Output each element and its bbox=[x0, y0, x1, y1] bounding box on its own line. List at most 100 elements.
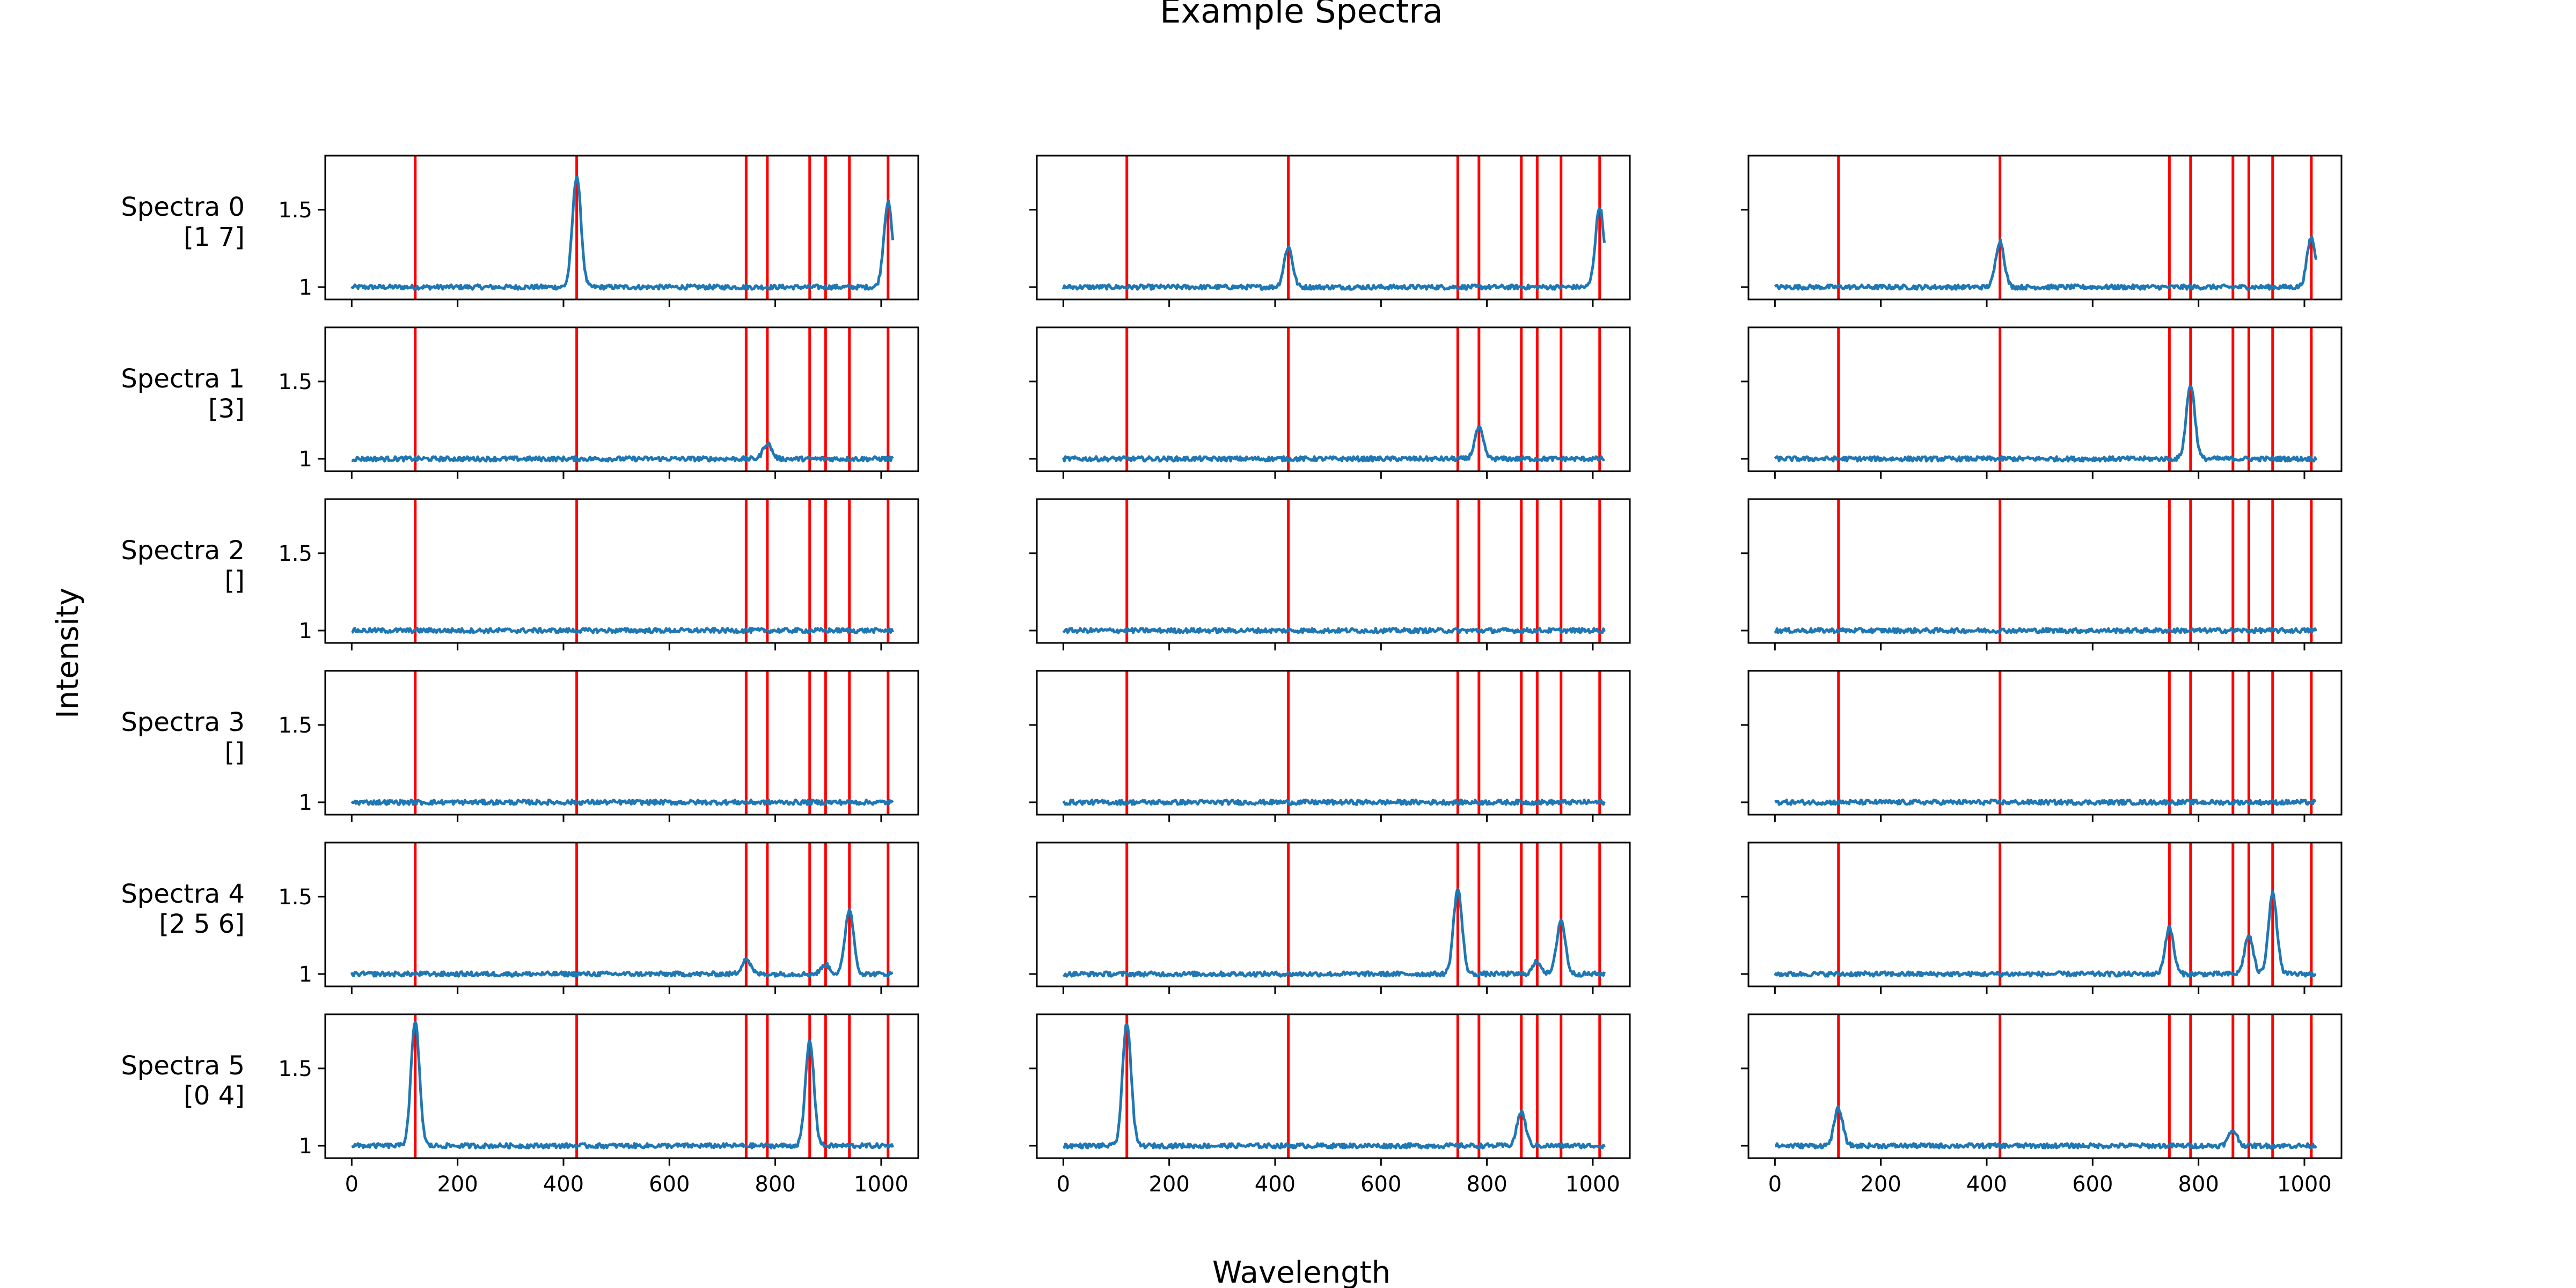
row-class-label: [] bbox=[225, 737, 245, 767]
y-tick-label: 1 bbox=[299, 619, 312, 643]
x-tick-label: 600 bbox=[2072, 1172, 2113, 1197]
spectrum-line bbox=[350, 175, 895, 291]
y-tick-label: 1.5 bbox=[278, 370, 312, 394]
y-tick-label: 1.5 bbox=[278, 713, 312, 738]
x-axis-label: Wavelength bbox=[1212, 1255, 1391, 1288]
row-label: Spectra 1 bbox=[121, 364, 245, 394]
spectrum-line bbox=[1063, 1023, 1606, 1150]
y-tick-label: 1 bbox=[299, 275, 312, 300]
axes-frame bbox=[1036, 1013, 1631, 1159]
subplot-panel: 11.5 bbox=[278, 326, 919, 479]
spectrum-line bbox=[1774, 799, 2317, 806]
y-tick-label: 1 bbox=[299, 962, 312, 987]
x-tick-label: 1000 bbox=[854, 1172, 909, 1197]
y-tick-label: 1.5 bbox=[278, 885, 312, 910]
spectrum-line bbox=[350, 908, 894, 978]
x-tick-label: 400 bbox=[1966, 1172, 2007, 1197]
spectrum-line bbox=[1774, 627, 2317, 634]
y-tick-label: 1 bbox=[299, 1134, 312, 1159]
row-label: Spectra 0 bbox=[121, 192, 245, 222]
subplot-panel bbox=[1741, 841, 2343, 994]
axes-frame bbox=[1036, 841, 1631, 987]
axes-frame bbox=[324, 1013, 919, 1159]
y-tick-label: 1 bbox=[299, 447, 312, 472]
subplot-panel bbox=[1029, 498, 1631, 650]
spectrum-line bbox=[1062, 888, 1606, 978]
row-class-label: [2 5 6] bbox=[159, 909, 245, 939]
y-tick-label: 1.5 bbox=[278, 1057, 312, 1081]
x-tick-label: 800 bbox=[755, 1172, 795, 1197]
spectrum-line bbox=[1062, 799, 1606, 806]
axes-frame bbox=[324, 326, 919, 472]
x-tick-label: 0 bbox=[1768, 1172, 1782, 1197]
row-class-label: [3] bbox=[208, 394, 245, 424]
axes-frame bbox=[324, 498, 919, 644]
row-label: Spectra 5 bbox=[121, 1051, 245, 1081]
subplot-panel bbox=[1741, 155, 2343, 307]
subplot-panel bbox=[1029, 670, 1631, 822]
x-tick-label: 200 bbox=[1860, 1172, 1901, 1197]
x-tick-label: 800 bbox=[2178, 1172, 2219, 1197]
subplot-panel: 11.5 bbox=[278, 498, 919, 650]
subplot-panel bbox=[1029, 155, 1631, 307]
subplot-panel bbox=[1741, 498, 2343, 650]
x-tick-label: 600 bbox=[649, 1172, 690, 1197]
spectrum-line bbox=[1062, 627, 1606, 634]
spectrum-line bbox=[1062, 425, 1606, 463]
spectrum-line bbox=[351, 627, 894, 634]
subplot-panel bbox=[1029, 326, 1631, 479]
spectrum-line bbox=[350, 799, 894, 806]
axes-frame bbox=[1747, 670, 2343, 816]
y-tick-label: 1.5 bbox=[278, 541, 312, 566]
axes-frame bbox=[1747, 326, 2343, 472]
axes-frame bbox=[1747, 498, 2343, 644]
axes-frame bbox=[324, 670, 919, 816]
spectrum-line bbox=[1774, 890, 2317, 978]
subplot-panel bbox=[1741, 670, 2343, 822]
x-tick-label: 0 bbox=[345, 1172, 358, 1197]
spectrum-line bbox=[1774, 235, 2318, 291]
subplot-panel bbox=[1029, 841, 1631, 994]
x-tick-label: 0 bbox=[1057, 1172, 1070, 1197]
x-tick-label: 400 bbox=[543, 1172, 584, 1197]
spectrum-line bbox=[351, 1021, 894, 1150]
row-label: Spectra 2 bbox=[121, 536, 245, 566]
spectrum-line bbox=[351, 441, 894, 463]
axes-frame bbox=[1747, 155, 2343, 301]
y-axis-label: Intensity bbox=[50, 588, 85, 719]
subplot-panel: 0 200 400 600 800 1000 bbox=[1741, 1013, 2343, 1197]
x-tick-label: 1000 bbox=[1565, 1172, 1620, 1197]
axes-frame bbox=[1747, 1013, 2343, 1159]
y-tick-label: 1.5 bbox=[278, 198, 312, 223]
y-tick-label: 1 bbox=[299, 791, 312, 815]
axes-frame bbox=[1036, 326, 1631, 472]
axes-frame bbox=[1036, 670, 1631, 816]
x-tick-label: 400 bbox=[1255, 1172, 1296, 1197]
spectrum-line bbox=[1774, 384, 2317, 463]
figure-title: Example Spectra bbox=[1160, 0, 1443, 31]
axes-frame bbox=[324, 155, 919, 301]
x-tick-label: 800 bbox=[1466, 1172, 1507, 1197]
row-class-label: [0 4] bbox=[184, 1081, 245, 1111]
spectrum-line bbox=[1062, 207, 1606, 291]
subplot-panel: 11.5 bbox=[278, 841, 919, 994]
subplot-panel bbox=[1741, 326, 2343, 479]
subplot-panel: 11.5 bbox=[278, 155, 919, 307]
axes-frame bbox=[1747, 841, 2343, 987]
row-class-label: [1 7] bbox=[184, 222, 245, 252]
row-label: Spectra 4 bbox=[121, 879, 245, 909]
spectrum-line bbox=[1774, 1105, 2317, 1150]
subplot-panel: 0 200 400 600 800 1000 bbox=[1029, 1013, 1631, 1197]
axes-frame bbox=[1036, 498, 1631, 644]
row-label: Spectra 3 bbox=[121, 707, 245, 737]
axes-frame bbox=[1036, 155, 1631, 301]
row-class-label: [] bbox=[225, 566, 245, 596]
x-tick-label: 600 bbox=[1360, 1172, 1401, 1197]
subplot-panel: 0 200 400 600 800 1000 1 1.5 bbox=[278, 1013, 919, 1197]
x-tick-label: 1000 bbox=[2277, 1172, 2332, 1197]
subplot-panel: 11.5 bbox=[278, 670, 919, 822]
axes-frame bbox=[324, 841, 919, 987]
x-tick-label: 200 bbox=[437, 1172, 478, 1197]
